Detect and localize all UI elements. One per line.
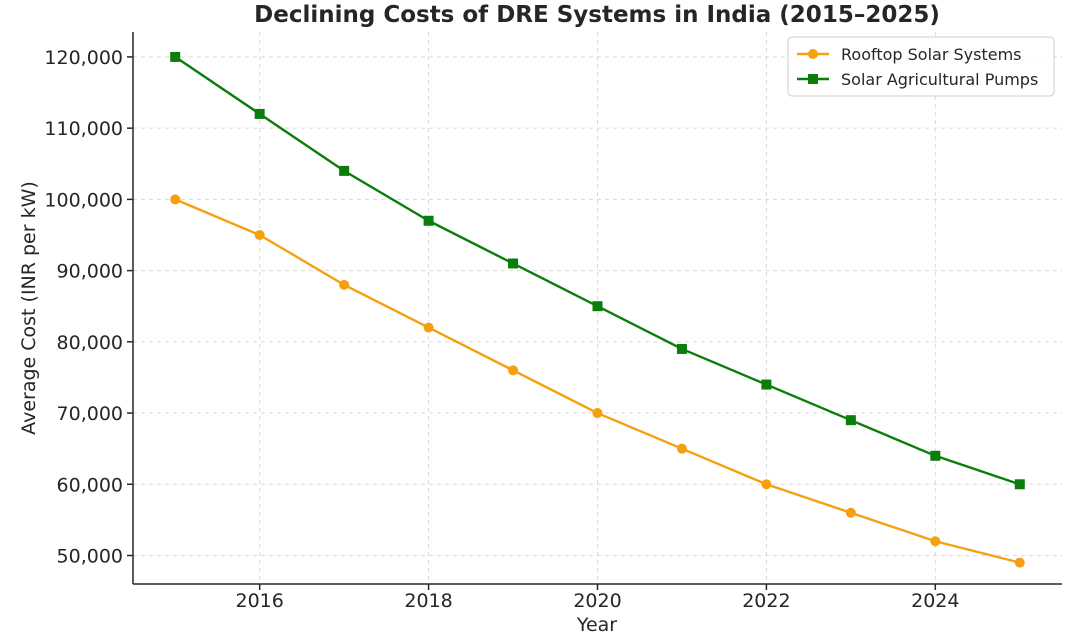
data-point — [170, 194, 181, 205]
data-point — [254, 108, 265, 119]
legend-item: Rooftop Solar Systems — [797, 45, 1022, 64]
data-point — [761, 479, 772, 490]
data-point — [676, 343, 687, 354]
x-ticks: 2016 2018 2020 2022 2024 — [236, 584, 959, 612]
chart-title: Declining Costs of DRE Systems in India … — [254, 2, 940, 28]
legend-marker — [808, 49, 818, 59]
x-tick-label: 2022 — [742, 590, 790, 612]
y-tick-label: 60,000 — [57, 474, 123, 496]
data-point — [508, 258, 519, 269]
x-tick-label: 2018 — [404, 590, 452, 612]
y-tick-label: 70,000 — [57, 403, 123, 425]
y-tick-label: 100,000 — [44, 189, 123, 211]
data-point — [676, 443, 687, 454]
data-point — [1014, 479, 1025, 490]
data-point — [592, 408, 603, 419]
legend-box — [787, 36, 1055, 97]
data-point — [423, 322, 434, 333]
data-point — [930, 536, 941, 547]
data-point — [845, 415, 856, 426]
x-tick-label: 2016 — [236, 590, 284, 612]
series — [170, 51, 1025, 568]
series-1 — [170, 194, 1025, 568]
x-axis-label: Year — [576, 614, 617, 636]
series-line — [174, 198, 1021, 564]
data-point — [339, 165, 350, 176]
y-tick-label: 80,000 — [57, 332, 123, 354]
data-point — [592, 301, 603, 312]
x-tick-label: 2024 — [911, 590, 959, 612]
x-tick-label: 2020 — [573, 590, 621, 612]
y-ticks: 50,000 60,000 70,000 80,000 90,000 100,000 110… — [44, 47, 133, 568]
legend-label: Solar Agricultural Pumps — [841, 70, 1038, 89]
data-point — [423, 215, 434, 226]
y-tick-label: 50,000 — [57, 546, 123, 568]
data-point — [339, 279, 350, 290]
y-tick-label: 110,000 — [44, 118, 123, 140]
data-point — [254, 229, 265, 240]
data-point — [170, 51, 181, 62]
y-tick-label: 90,000 — [57, 261, 123, 283]
data-point — [761, 379, 772, 390]
legend-label: Rooftop Solar Systems — [841, 45, 1022, 64]
data-point — [930, 450, 941, 461]
y-tick-label: 120,000 — [44, 47, 123, 69]
data-point — [508, 365, 519, 376]
legend-marker — [808, 74, 818, 84]
data-point — [1014, 557, 1025, 568]
data-point — [845, 507, 856, 518]
y-axis-label: Average Cost (INR per kW) — [18, 181, 40, 435]
legend: Rooftop Solar Systems Solar Agricultural … — [787, 36, 1055, 97]
series-2 — [170, 51, 1025, 490]
grid-lines — [133, 32, 1062, 584]
legend-item: Solar Agricultural Pumps — [797, 70, 1038, 89]
